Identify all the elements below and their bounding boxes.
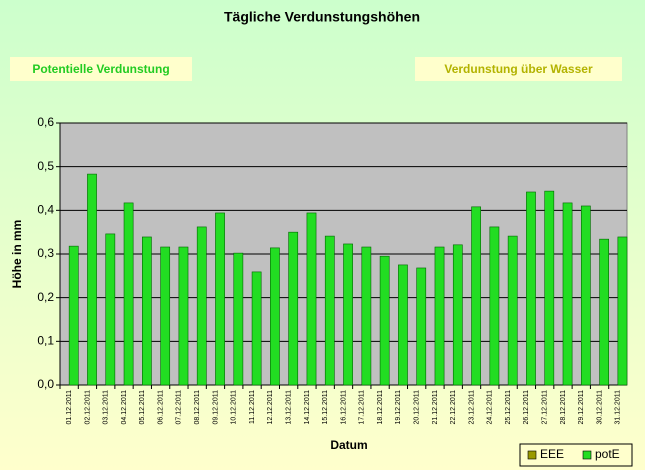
y-tick-label: 0,4 — [37, 203, 54, 217]
bar — [617, 236, 628, 386]
bar — [123, 202, 134, 386]
x-tick-label: 12.12.2011 — [267, 390, 274, 425]
bar — [526, 191, 536, 386]
bar — [544, 190, 555, 386]
bar — [489, 226, 500, 386]
y-tick-label: 0,3 — [37, 246, 54, 260]
bar — [361, 246, 372, 386]
x-tick-label: 11.12.2011 — [249, 390, 256, 424]
bar — [507, 235, 518, 386]
x-tick-label: 31.12.2011 — [615, 390, 622, 425]
bar — [105, 233, 116, 386]
bar — [160, 246, 171, 386]
x-tick-label: 29.12.2011 — [578, 390, 585, 425]
x-tick-label: 30.12.2011 — [596, 390, 603, 425]
bar — [398, 264, 408, 386]
x-tick-label: 06.12.2011 — [157, 390, 164, 425]
bar — [306, 212, 317, 386]
x-tick-label: 01.12.2011 — [66, 390, 73, 425]
x-tick-label: 16.12.2011 — [340, 390, 347, 425]
bar — [196, 226, 207, 386]
chart-title: Tägliche Verdunstungshöhen — [224, 9, 420, 25]
legend-swatch — [527, 450, 537, 460]
bar — [270, 247, 280, 386]
bar — [379, 255, 390, 386]
bar — [562, 202, 573, 386]
bar — [87, 173, 97, 386]
x-tick-label: 05.12.2011 — [139, 390, 146, 425]
bar — [343, 243, 353, 386]
x-tick-label: 03.12.2011 — [103, 390, 110, 425]
bar — [142, 236, 152, 386]
y-axis-label: Höhe in mm — [10, 220, 24, 289]
y-tick-label: 0,1 — [37, 334, 54, 348]
x-tick-label: 08.12.2011 — [194, 390, 201, 425]
y-tick-label: 0,0 — [37, 377, 54, 391]
x-tick-label: 27.12.2011 — [542, 390, 549, 425]
x-tick-label: 09.12.2011 — [212, 390, 219, 425]
x-tick-label: 28.12.2011 — [560, 390, 567, 425]
legend-label: EEE — [540, 447, 564, 461]
bar — [68, 245, 79, 386]
legend — [519, 443, 633, 467]
x-tick-label: 19.12.2011 — [395, 390, 402, 425]
y-tick-label: 0,5 — [37, 159, 54, 173]
x-tick-label: 14.12.2011 — [304, 390, 311, 425]
bar — [580, 205, 591, 386]
button[interactable]: Verdunstung über Wasser — [415, 57, 622, 81]
x-tick-label: 04.12.2011 — [121, 390, 128, 425]
x-tick-label: 24.12.2011 — [487, 390, 494, 425]
bar — [452, 244, 463, 386]
x-tick-label: 21.12.2011 — [432, 390, 439, 425]
y-tick-label: 0,6 — [37, 115, 54, 129]
x-tick-label: 13.12.2011 — [285, 390, 292, 425]
button[interactable]: Potentielle Verdunstung — [10, 57, 192, 81]
x-tick-label: 10.12.2011 — [231, 390, 238, 425]
bar — [599, 238, 610, 386]
bar — [233, 252, 244, 386]
bar — [288, 231, 299, 386]
x-tick-label: 23.12.2011 — [468, 390, 475, 425]
bar — [178, 246, 189, 386]
x-tick-label: 02.12.2011 — [84, 390, 91, 425]
x-axis-label: Datum — [330, 438, 367, 452]
bar — [416, 267, 427, 386]
x-tick-label: 07.12.2011 — [176, 390, 183, 425]
bar — [434, 246, 445, 386]
bar — [215, 212, 225, 386]
legend-swatch — [582, 450, 592, 460]
x-tick-label: 18.12.2011 — [377, 390, 384, 425]
x-tick-label: 26.12.2011 — [523, 390, 530, 425]
y-tick-label: 0,2 — [37, 290, 54, 304]
bar — [251, 271, 262, 386]
x-tick-label: 22.12.2011 — [450, 390, 457, 425]
x-tick-label: 20.12.2011 — [414, 390, 421, 425]
x-tick-label: 25.12.2011 — [505, 390, 512, 425]
bar — [324, 235, 335, 386]
x-tick-label: 15.12.2011 — [322, 390, 329, 425]
legend-label: potE — [595, 447, 620, 461]
x-tick-label: 17.12.2011 — [359, 390, 366, 425]
bar — [471, 206, 481, 386]
